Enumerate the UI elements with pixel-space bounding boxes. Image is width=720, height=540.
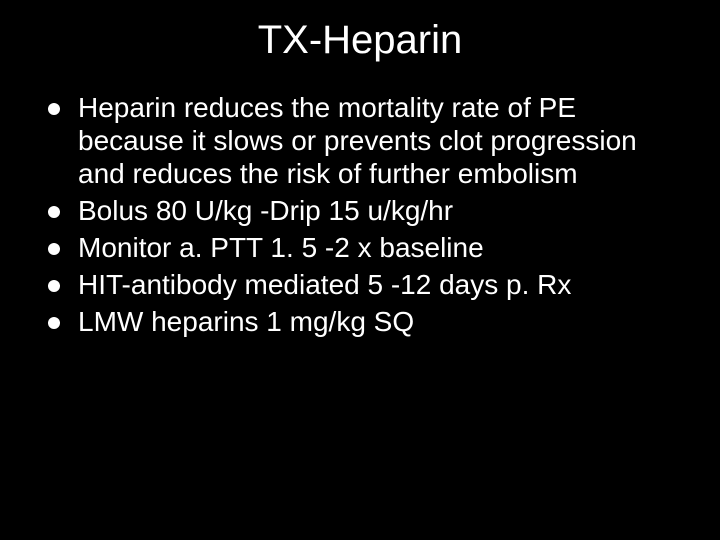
- list-item: Bolus 80 U/kg -Drip 15 u/kg/hr: [48, 194, 682, 227]
- list-item: HIT-antibody mediated 5 -12 days p. Rx: [48, 268, 682, 301]
- list-item: Heparin reduces the mortality rate of PE…: [48, 91, 682, 190]
- bullet-list: Heparin reduces the mortality rate of PE…: [30, 91, 690, 338]
- bullet-icon: [48, 280, 60, 292]
- slide-title: TX-Heparin: [30, 18, 690, 63]
- slide: TX-Heparin Heparin reduces the mortality…: [0, 0, 720, 540]
- bullet-text: Bolus 80 U/kg -Drip 15 u/kg/hr: [78, 195, 453, 226]
- bullet-icon: [48, 317, 60, 329]
- list-item: Monitor a. PTT 1. 5 -2 x baseline: [48, 231, 682, 264]
- bullet-text: HIT-antibody mediated 5 -12 days p. Rx: [78, 269, 571, 300]
- bullet-text: Monitor a. PTT 1. 5 -2 x baseline: [78, 232, 484, 263]
- bullet-icon: [48, 243, 60, 255]
- bullet-text: Heparin reduces the mortality rate of PE…: [78, 92, 637, 189]
- list-item: LMW heparins 1 mg/kg SQ: [48, 305, 682, 338]
- bullet-icon: [48, 103, 60, 115]
- bullet-icon: [48, 206, 60, 218]
- bullet-text: LMW heparins 1 mg/kg SQ: [78, 306, 414, 337]
